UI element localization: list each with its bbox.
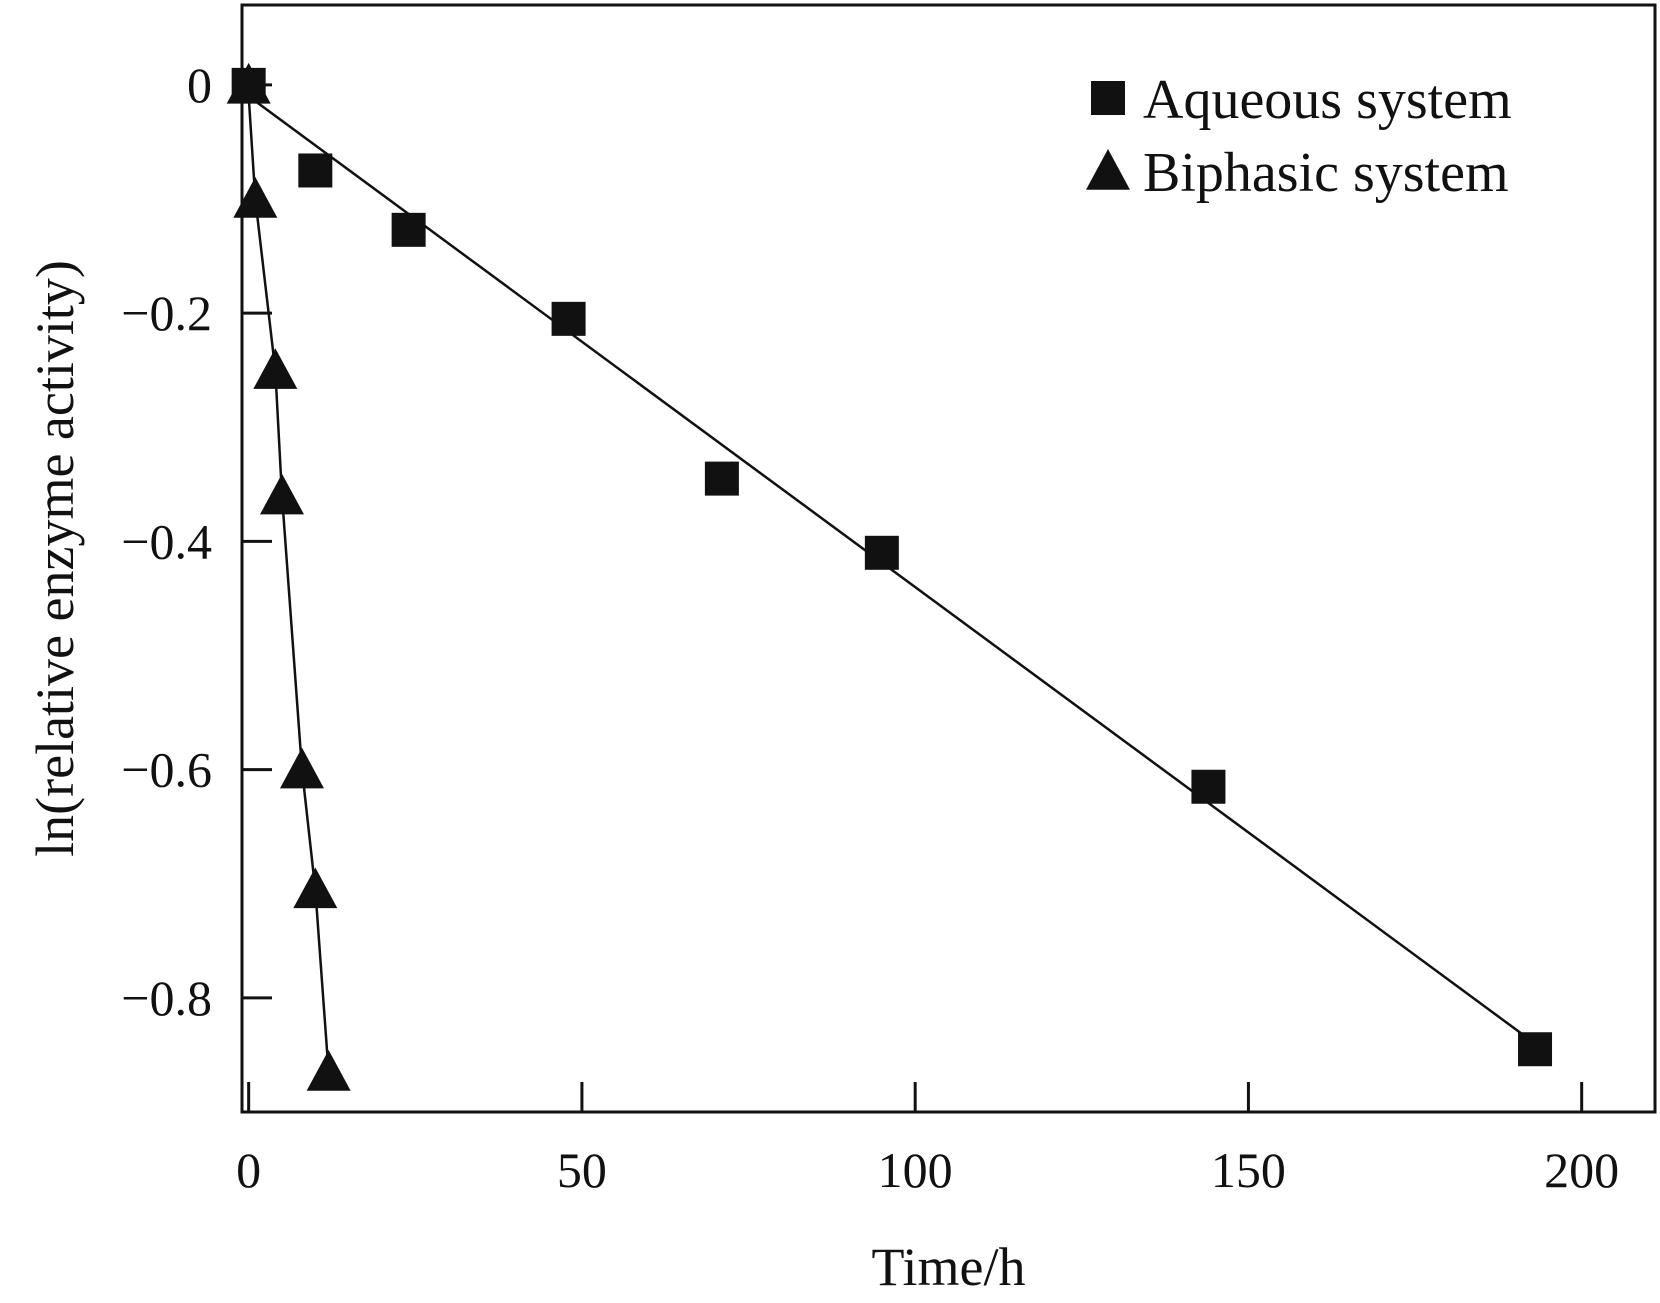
aqueous-point	[704, 461, 739, 496]
y-tick-label: −0.8	[121, 970, 212, 1026]
fit-line-aqueous	[247, 95, 1536, 1045]
data-markers	[226, 62, 1553, 1091]
y-tick-label: 0	[187, 57, 212, 113]
biphasic-point	[226, 62, 271, 104]
x-tick-label: 150	[1211, 1142, 1286, 1198]
y-tick-label: −0.2	[121, 285, 212, 341]
aqueous-point	[864, 535, 899, 570]
legend-marker-biphasic	[1086, 149, 1130, 190]
biphasic-point	[306, 1050, 351, 1091]
y-axis-title: ln(relative enzyme activity)	[25, 260, 85, 857]
plot-area	[240, 3, 1657, 1114]
biphasic-point	[253, 348, 298, 389]
biphasic-point	[279, 747, 324, 789]
x-tick-label: 0	[236, 1142, 261, 1198]
y-tick-label: −0.4	[121, 513, 212, 569]
biphasic-point	[259, 473, 304, 515]
plot-frame	[240, 3, 1657, 1114]
biphasic-point	[233, 177, 278, 218]
x-tick-label: 200	[1544, 1142, 1619, 1198]
aqueous-point	[1191, 769, 1226, 804]
legend-marker-aqueous	[1091, 81, 1125, 115]
legend-label-aqueous: Aqueous system	[1143, 69, 1512, 131]
legend: Aqueous system Biphasic system	[1086, 69, 1512, 204]
legend-label-biphasic: Biphasic system	[1143, 142, 1509, 204]
biphasic-point	[293, 867, 338, 909]
aqueous-point	[1518, 1032, 1553, 1067]
aqueous-point	[391, 212, 426, 247]
x-tick-label: 50	[557, 1142, 607, 1198]
x-tick-label: 100	[878, 1142, 953, 1198]
aqueous-point	[551, 301, 586, 336]
x-axis: 0 50 100 150 200	[236, 1082, 1619, 1198]
y-tick-label: −0.6	[121, 742, 212, 798]
aqueous-point	[298, 153, 333, 188]
y-axis: 0 −0.2 −0.4 −0.6 −0.8	[121, 57, 272, 1026]
x-axis-title: Time/h	[871, 1237, 1025, 1297]
